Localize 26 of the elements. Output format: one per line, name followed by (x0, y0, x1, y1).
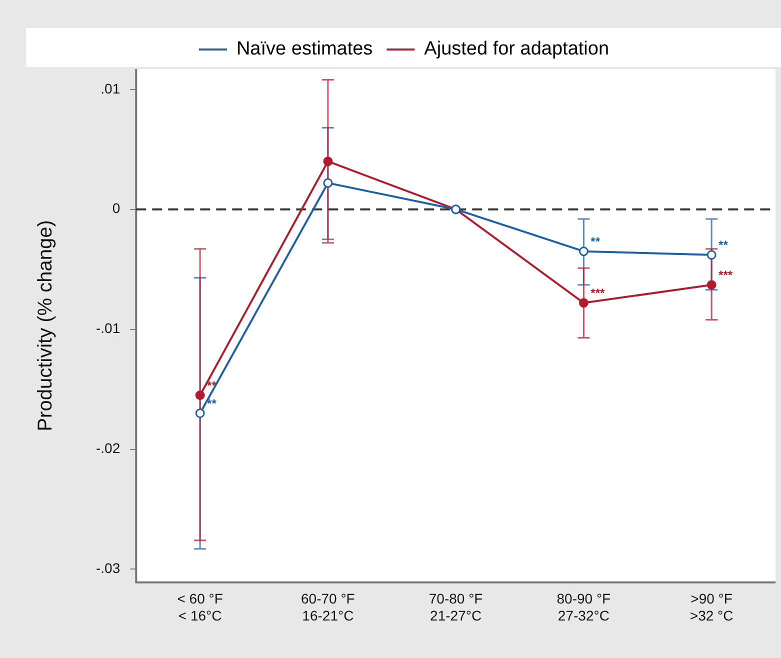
x-tick-label: 80-90 °F 27-32°C (556, 590, 611, 624)
legend-label: Ajusted for adaptation (424, 38, 610, 60)
legend-label: Naïve estimates (236, 38, 373, 60)
y-tick-label: -.01 (96, 320, 120, 336)
data-label: *** (590, 286, 606, 300)
y-tick-label: -.03 (96, 560, 120, 576)
y-tick-label: .01 (100, 80, 120, 96)
data-label: ** (590, 234, 600, 249)
y-tick-label: 0 (112, 200, 120, 216)
x-tick-label: 60-70 °F 16-21°C (301, 590, 355, 624)
x-tick-label: 70-80 °F 21-27°C (428, 590, 483, 624)
y-tick-label: -.02 (96, 440, 120, 456)
point (578, 298, 588, 308)
point (323, 178, 333, 188)
point (578, 246, 588, 256)
data-label: *** (718, 268, 733, 282)
x-tick-label: < 60 °F < 16°C (177, 590, 223, 624)
y-axis-title: Productivity (% change) (34, 220, 57, 432)
point (706, 250, 716, 260)
point (323, 156, 333, 166)
point (195, 408, 205, 418)
x-tick-label: >90 °F >32 °C (690, 590, 734, 624)
data-label: ** (207, 396, 217, 411)
data-label: ** (718, 238, 728, 252)
point (195, 390, 205, 400)
point (706, 280, 716, 290)
